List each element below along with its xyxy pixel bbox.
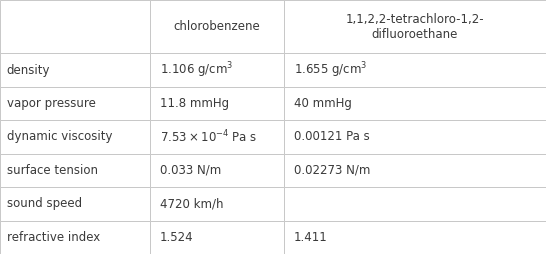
Text: chlorobenzene: chlorobenzene: [174, 20, 260, 33]
Text: 1.106 g/cm$^3$: 1.106 g/cm$^3$: [160, 60, 233, 80]
Text: 4720 km/h: 4720 km/h: [160, 197, 223, 210]
Bar: [150, 154, 284, 187]
Text: sound speed: sound speed: [7, 197, 82, 210]
Bar: [284, 187, 546, 220]
Bar: [150, 53, 284, 87]
Text: 1.655 g/cm$^3$: 1.655 g/cm$^3$: [294, 60, 367, 80]
Bar: [0, 87, 150, 120]
Text: density: density: [7, 64, 50, 76]
Bar: [150, 220, 284, 254]
Text: 1.411: 1.411: [294, 231, 328, 244]
Bar: [0, 220, 150, 254]
Text: 1.524: 1.524: [160, 231, 194, 244]
Bar: [0, 120, 150, 154]
Text: 11.8 mmHg: 11.8 mmHg: [160, 97, 229, 110]
Text: 0.033 N/m: 0.033 N/m: [160, 164, 221, 177]
Bar: [150, 0, 284, 53]
Text: 40 mmHg: 40 mmHg: [294, 97, 352, 110]
Text: vapor pressure: vapor pressure: [7, 97, 96, 110]
Text: surface tension: surface tension: [7, 164, 98, 177]
Text: 0.02273 N/m: 0.02273 N/m: [294, 164, 370, 177]
Bar: [0, 154, 150, 187]
Text: dynamic viscosity: dynamic viscosity: [7, 131, 112, 144]
Bar: [150, 87, 284, 120]
Bar: [284, 120, 546, 154]
Bar: [0, 0, 150, 53]
Bar: [150, 120, 284, 154]
Bar: [284, 0, 546, 53]
Text: refractive index: refractive index: [7, 231, 100, 244]
Bar: [0, 53, 150, 87]
Text: $7.53\times10^{-4}$ Pa s: $7.53\times10^{-4}$ Pa s: [160, 129, 257, 145]
Bar: [284, 220, 546, 254]
Bar: [284, 53, 546, 87]
Bar: [150, 187, 284, 220]
Bar: [284, 154, 546, 187]
Bar: [284, 87, 546, 120]
Bar: [0, 187, 150, 220]
Text: 0.00121 Pa s: 0.00121 Pa s: [294, 131, 370, 144]
Text: 1,1,2,2-tetrachloro-1,2-
difluoroethane: 1,1,2,2-tetrachloro-1,2- difluoroethane: [346, 13, 484, 41]
